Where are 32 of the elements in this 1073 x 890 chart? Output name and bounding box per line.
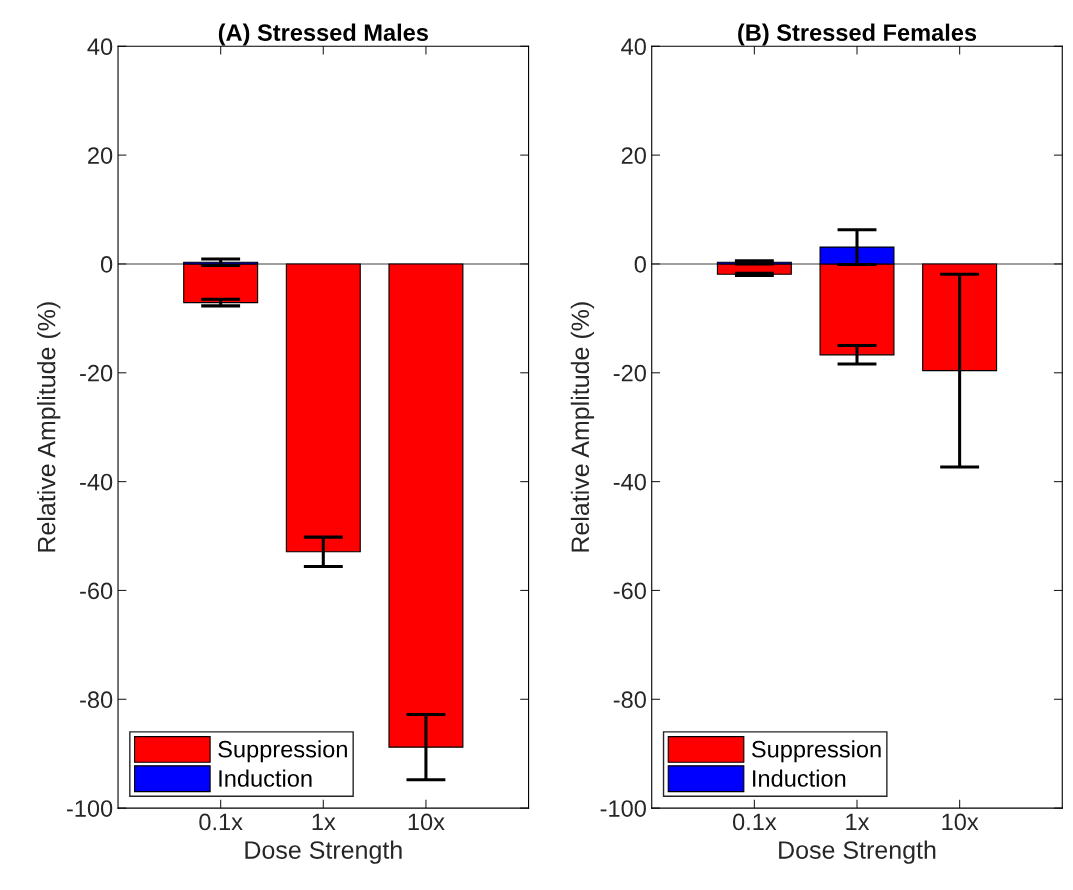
- y-axis-title: Relative Amplitude (%): [37, 302, 61, 552]
- y-tick-label: -100: [600, 800, 646, 817]
- y-tick-label: 40: [621, 38, 646, 56]
- y-tick-label: -60: [613, 582, 646, 600]
- x-tick-label: 0.1x: [732, 813, 777, 831]
- y-tick-label: 40: [87, 38, 113, 56]
- x-tick-label: 1x: [312, 813, 336, 831]
- y-tick-label: -40: [613, 473, 646, 491]
- y-tick-label: -40: [80, 473, 113, 491]
- legend-label: Suppression: [218, 740, 347, 763]
- y-tick-label: -80: [80, 691, 113, 709]
- y-tick-label: -20: [613, 364, 646, 382]
- x-tick-label: 0.1x: [199, 813, 243, 831]
- x-tick-label: 10x: [942, 813, 979, 831]
- x-axis-title: Dose Strength: [245, 840, 402, 864]
- y-tick-label: 20: [88, 147, 113, 164]
- chart-title: (A) Stressed Males: [218, 23, 428, 46]
- y-tick-label: -80: [613, 691, 646, 709]
- legend-label: Induction: [753, 769, 846, 787]
- y-tick-label: -20: [80, 364, 113, 382]
- y-tick-label: 0: [100, 256, 113, 273]
- y-axis-title: Relative Amplitude (%): [570, 302, 595, 552]
- legend-label: Induction: [219, 769, 312, 787]
- chart-title: (B) Stressed Females: [738, 23, 977, 46]
- y-tick-label: 20: [621, 147, 646, 164]
- y-tick-label: -100: [66, 800, 113, 817]
- x-tick-label: 10x: [408, 813, 445, 831]
- y-tick-label: 0: [634, 256, 646, 273]
- legend-label: Suppression: [751, 740, 881, 763]
- x-tick-label: 1x: [846, 813, 870, 831]
- y-tick-label: -60: [80, 582, 113, 600]
- x-axis-title: Dose Strength: [779, 840, 936, 864]
